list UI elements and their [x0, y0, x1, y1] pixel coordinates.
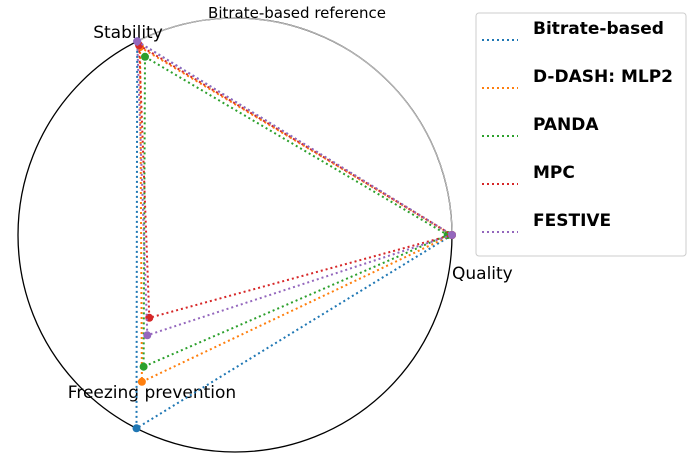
axis-label-stability: Stability	[93, 23, 163, 43]
legend-label-1: D-DASH: MLP2	[533, 67, 673, 87]
series-2-point-freezing	[139, 362, 148, 371]
legend: Bitrate-based D-DASH: MLP2 PANDA MPC FESTIVE	[475, 12, 687, 257]
legend-frame	[475, 12, 687, 257]
axis-label-freezing: Freezing prevention	[68, 383, 236, 403]
series-line-4	[136, 39, 455, 337]
legend-label-0: Bitrate-based	[533, 19, 664, 39]
reference-label: Bitrate-based reference	[208, 4, 386, 22]
series-4-point-quality	[448, 231, 456, 239]
series-line-1	[139, 45, 455, 384]
series-4-point-freezing	[143, 331, 152, 340]
series-2-point-stability	[141, 52, 149, 61]
series-layer	[132, 37, 456, 433]
series-1-point-freezing	[137, 377, 146, 386]
series-0-point-freezing	[132, 424, 141, 433]
reference-arc	[136, 17, 453, 236]
series-line-3	[138, 43, 455, 320]
legend-label-4: FESTIVE	[533, 211, 611, 231]
legend-label-2: PANDA	[533, 115, 599, 135]
series-4-point-stability	[133, 37, 142, 46]
series-line-2	[142, 55, 450, 369]
axis-label-quality: Quality	[452, 264, 513, 284]
legend-label-3: MPC	[533, 163, 575, 183]
